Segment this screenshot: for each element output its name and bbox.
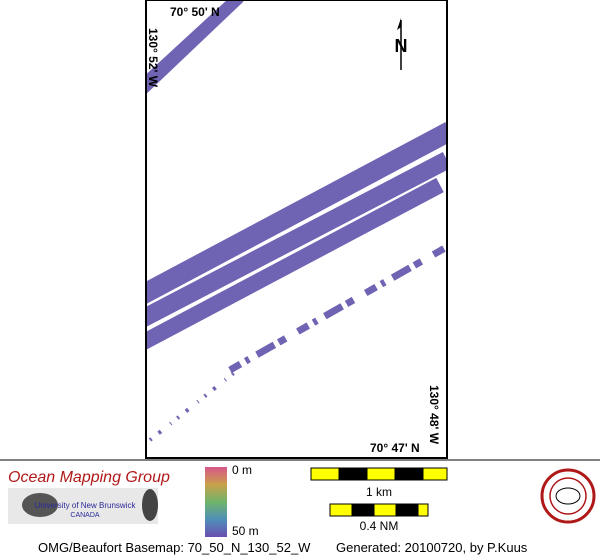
university: University of New Brunswick <box>35 501 137 510</box>
lon-label: 130° 48' W <box>427 385 441 445</box>
map-frame <box>145 0 448 459</box>
seal <box>540 468 596 524</box>
scale-bar-nm <box>329 503 429 517</box>
scale-bar-km <box>310 467 448 481</box>
country: CANADA <box>70 512 100 519</box>
footer-basemap: OMG/Beaufort Basemap: 70_50_N_130_52_W <box>38 540 311 555</box>
north-arrow: N <box>395 18 408 70</box>
scale-km-label: 1 km <box>366 485 392 499</box>
map-swaths <box>146 0 447 442</box>
lon-label: 130° 52' W <box>146 28 160 88</box>
lat-label: 70° 50' N <box>170 5 220 19</box>
lat-label: 70° 47' N <box>370 441 420 455</box>
scale-nm-label: 0.4 NM <box>360 519 399 533</box>
footer-generated: Generated: 20100720, by P.Kuus <box>336 540 528 555</box>
north-label: N <box>395 36 408 56</box>
depth-min: 0 m <box>232 463 252 477</box>
depth-colorbar <box>205 467 227 537</box>
depth-max: 50 m <box>232 524 259 538</box>
org-name: Ocean Mapping Group <box>8 469 170 486</box>
logo: Ocean Mapping Group University of New Br… <box>8 469 170 524</box>
